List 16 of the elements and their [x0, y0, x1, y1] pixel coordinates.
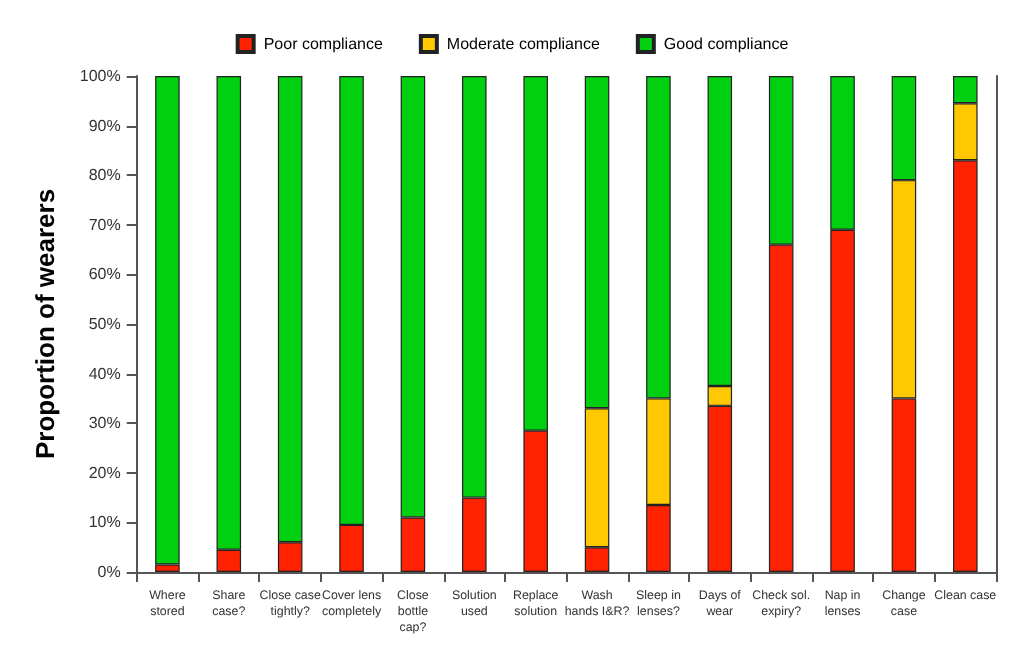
bar [155, 76, 180, 565]
y-tick-label: 50% [88, 315, 121, 333]
y-tick-label: 30% [88, 414, 121, 433]
y-tick-label: 10% [88, 513, 121, 532]
y-tick-label: 90% [88, 116, 121, 135]
legend-label: Good compliance [663, 35, 790, 53]
y-tick-label: 40% [88, 364, 121, 383]
y-axis-title: Proportion of wearers [30, 188, 60, 460]
y-tick-label: 100% [79, 67, 121, 85]
y-tick-label: 80% [88, 166, 121, 185]
legend-label: Moderate compliance [446, 35, 601, 53]
y-tick-label: 70% [88, 215, 121, 234]
y-tick-label: 60% [88, 265, 121, 284]
legend-label: Poor compliance [263, 35, 384, 53]
y-tick-label: 0% [97, 563, 121, 581]
y-tick-label: 20% [88, 463, 121, 482]
